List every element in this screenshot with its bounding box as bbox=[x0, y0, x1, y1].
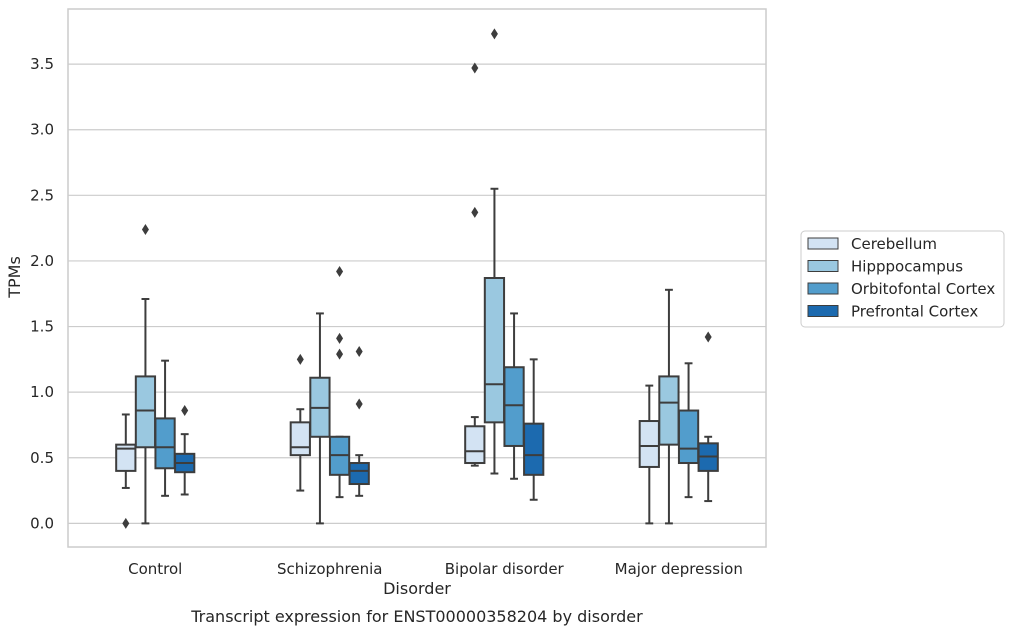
iqr-box bbox=[658, 375, 680, 446]
chart-caption: Transcript expression for ENST0000035820… bbox=[190, 607, 643, 626]
box-cerebellum bbox=[638, 384, 660, 525]
box-orbitofontal-cortex bbox=[154, 359, 176, 497]
outlier-point bbox=[181, 405, 189, 417]
legend-swatch bbox=[807, 305, 839, 317]
iqr-box bbox=[677, 409, 700, 465]
box-cerebellum bbox=[289, 353, 311, 492]
iqr-box bbox=[115, 443, 137, 472]
legend: Cerebellum Hipppocampus Orbitofontal Corte… bbox=[800, 230, 1005, 328]
y-tick-label: 1.0 bbox=[30, 383, 54, 401]
box-cerebellum bbox=[464, 62, 486, 467]
y-tick-label: 0.0 bbox=[30, 514, 54, 532]
x-tick-label: Control bbox=[128, 560, 182, 578]
legend-swatch bbox=[807, 282, 839, 295]
legend-label: Cerebellum bbox=[851, 235, 937, 253]
legend-frame bbox=[800, 230, 1005, 328]
outlier-point bbox=[336, 348, 344, 360]
iqr-box bbox=[638, 420, 660, 468]
iqr-box bbox=[289, 421, 311, 457]
legend-label: Hipppocampus bbox=[851, 258, 963, 276]
iqr-box bbox=[134, 375, 157, 449]
outlier-point bbox=[490, 28, 498, 40]
box-orbitofontal-cortex bbox=[328, 265, 351, 499]
plot-frame bbox=[67, 8, 767, 548]
x-tick-label: Bipolar disorder bbox=[445, 560, 565, 578]
x-axis-label: Disorder bbox=[383, 579, 451, 598]
outlier-point bbox=[704, 331, 712, 343]
outlier-point bbox=[471, 62, 479, 74]
box-hipppocampus bbox=[134, 223, 157, 525]
box-cerebellum bbox=[115, 413, 137, 529]
y-tick-label: 2.5 bbox=[30, 186, 54, 204]
outlier-point bbox=[355, 398, 363, 410]
box-layer bbox=[115, 28, 719, 529]
box-prefrontal-cortex bbox=[697, 331, 719, 503]
box-orbitofontal-cortex bbox=[677, 362, 700, 499]
box-hipppocampus bbox=[658, 288, 680, 525]
box-hipppocampus bbox=[309, 312, 331, 525]
iqr-box bbox=[523, 422, 545, 476]
box-prefrontal-cortex bbox=[348, 345, 370, 497]
outlier-point bbox=[336, 265, 344, 277]
box-prefrontal-cortex bbox=[523, 358, 545, 501]
y-axis-label: TPMs bbox=[5, 256, 24, 299]
y-tick-label: 3.5 bbox=[30, 55, 54, 73]
x-tick-label: Schizophrenia bbox=[277, 560, 382, 578]
iqr-box bbox=[483, 277, 506, 424]
y-tick-labels: 0.0 0.5 1.0 1.5 2.0 2.5 3.0 3.5 bbox=[30, 55, 54, 532]
y-tick-label: 3.0 bbox=[30, 121, 54, 139]
legend-label: Prefrontal Cortex bbox=[851, 303, 978, 321]
outlier-point bbox=[296, 353, 304, 365]
iqr-box bbox=[464, 425, 486, 465]
x-tick-label: Major depression bbox=[615, 560, 743, 578]
iqr-box bbox=[348, 462, 370, 486]
y-tick-label: 1.5 bbox=[30, 318, 54, 336]
outlier-point bbox=[471, 206, 479, 218]
outlier-point bbox=[355, 345, 363, 357]
outlier-point bbox=[336, 332, 344, 344]
legend-label: Orbitofontal Cortex bbox=[851, 280, 995, 298]
legend-swatch bbox=[807, 260, 839, 272]
x-tick-labels: Control Schizophrenia Bipolar disorder Majo… bbox=[128, 560, 743, 578]
y-tick-label: 0.5 bbox=[30, 449, 54, 467]
box-orbitofontal-cortex bbox=[503, 312, 525, 480]
outlier-point bbox=[141, 223, 149, 235]
iqr-box bbox=[154, 417, 176, 470]
box-prefrontal-cortex bbox=[174, 405, 196, 496]
iqr-box bbox=[503, 366, 525, 447]
box-hipppocampus bbox=[483, 28, 506, 475]
outlier-point bbox=[122, 517, 130, 529]
legend-swatch bbox=[807, 237, 839, 250]
y-tick-label: 2.0 bbox=[30, 252, 54, 270]
